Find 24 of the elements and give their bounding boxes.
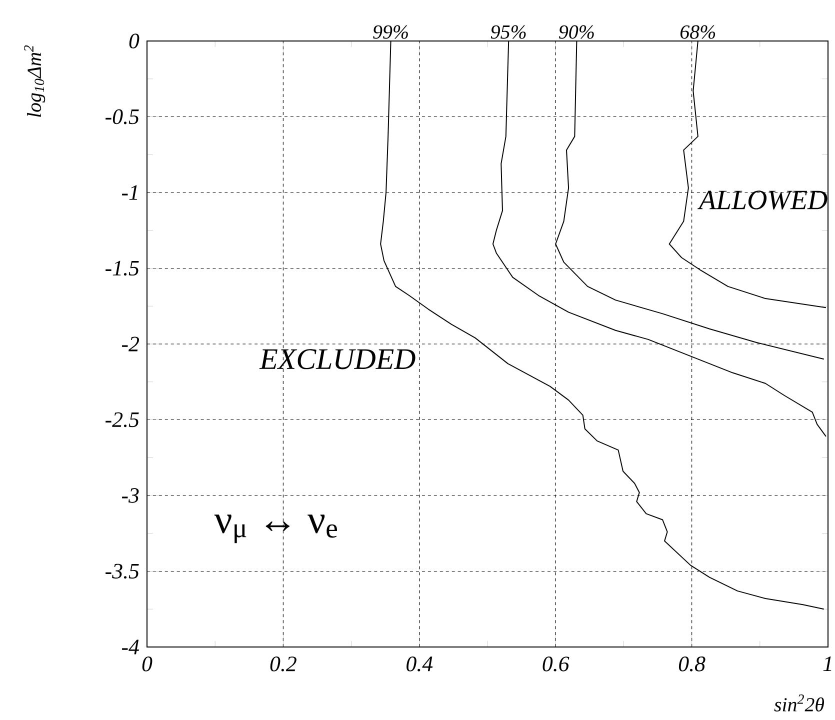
series-label: 68% bbox=[680, 25, 716, 39]
y-tick-label: -2 bbox=[122, 336, 140, 352]
x-tick-label: 0 bbox=[142, 656, 152, 672]
y-tick-label: 0 bbox=[129, 34, 140, 48]
y-tick-label: -4 bbox=[122, 640, 139, 654]
y-tick-label: -1 bbox=[122, 185, 138, 200]
y-tick-label: -1.5 bbox=[106, 260, 139, 276]
x-tick-label: 0.2 bbox=[270, 656, 296, 672]
annotation: ALLOWED bbox=[697, 190, 828, 210]
x-tick-label: 0.8 bbox=[678, 656, 706, 672]
y-tick-label: -3.5 bbox=[106, 564, 139, 579]
annotation: ν$_{μ}$ ↔ ν$_{e}$ bbox=[214, 514, 337, 544]
x-tick-label: 1 bbox=[823, 656, 832, 671]
x-tick-label: 0.4 bbox=[406, 656, 433, 672]
series-label: 95% bbox=[490, 25, 526, 39]
x-tick-label: 0.6 bbox=[542, 656, 570, 672]
y-tick-label: -3 bbox=[122, 488, 139, 503]
y-axis-title: log$_{10}$Δm$^{2}$ bbox=[24, 45, 46, 117]
y-tick-label: -0.5 bbox=[106, 109, 139, 124]
series-label: 99% bbox=[373, 25, 408, 39]
annotation: EXCLUDED bbox=[259, 349, 416, 370]
y-tick-label: -2.5 bbox=[106, 412, 139, 428]
series-label: 90% bbox=[559, 25, 594, 39]
x-axis-title: sin$^{2}$2θ bbox=[774, 694, 824, 712]
